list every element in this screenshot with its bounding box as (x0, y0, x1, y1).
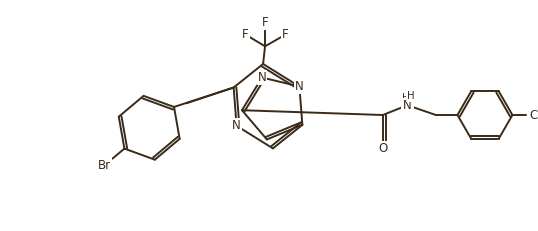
Text: Br: Br (98, 158, 111, 171)
Text: H: H (404, 98, 413, 111)
Text: O: O (378, 142, 387, 155)
Text: F: F (282, 28, 289, 41)
Text: H: H (407, 91, 414, 101)
Text: N: N (403, 99, 412, 112)
Text: N: N (295, 80, 304, 93)
Text: F: F (262, 16, 268, 29)
Text: H
N: H N (402, 93, 409, 115)
Text: N: N (258, 71, 266, 84)
Text: F: F (242, 28, 249, 41)
Text: Cl: Cl (529, 109, 538, 122)
Text: N: N (232, 119, 241, 132)
